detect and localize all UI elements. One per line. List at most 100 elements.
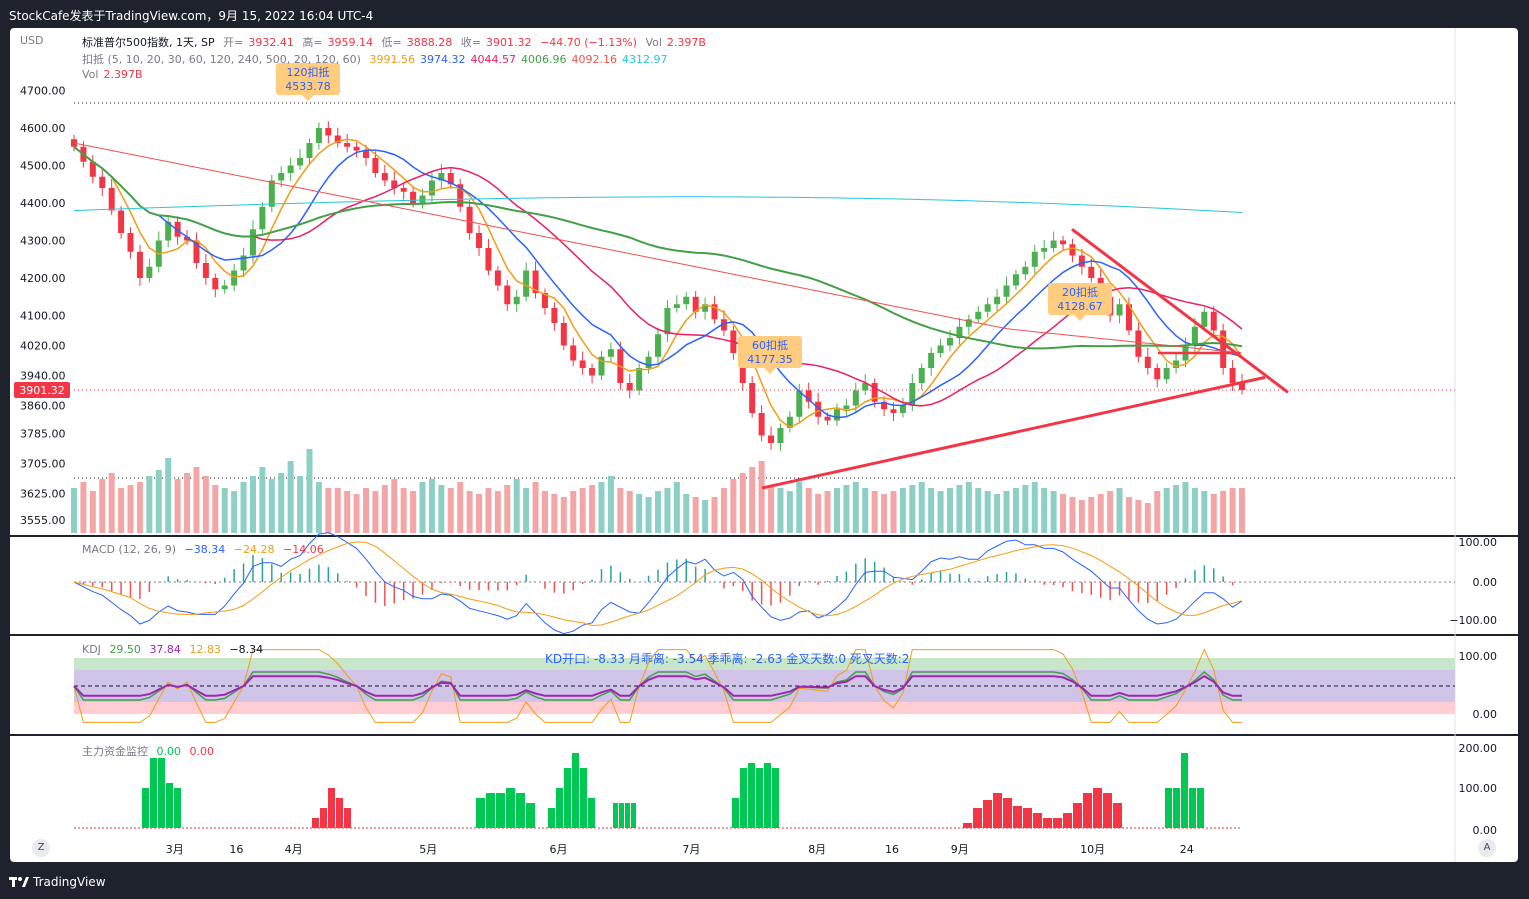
candle-body bbox=[306, 143, 313, 158]
volume-bar bbox=[1012, 488, 1019, 533]
kdj-legend: KDJ 29.50 37.84 12.83 −8.34 bbox=[82, 643, 264, 656]
price-tick-5: 4200.00 bbox=[20, 272, 66, 285]
candle-body bbox=[833, 409, 840, 421]
candle-body bbox=[287, 165, 294, 173]
chart-frame[interactable]: 4700.00 4600.00 4500.00 4400.00 4300.00 4200.… bbox=[10, 28, 1518, 862]
capital-bar bbox=[344, 808, 351, 828]
volume-bar bbox=[523, 488, 530, 533]
candle-body bbox=[551, 308, 558, 323]
candle-body bbox=[796, 390, 803, 417]
chart-canvas[interactable]: 4700.00 4600.00 4500.00 4400.00 4300.00 4200.… bbox=[10, 28, 1518, 862]
volume-bar bbox=[918, 482, 925, 533]
capital-bar bbox=[564, 768, 571, 828]
candle-body bbox=[504, 285, 511, 305]
candle-body bbox=[174, 221, 181, 237]
capital-bar bbox=[1113, 803, 1122, 828]
candle-body bbox=[994, 296, 1001, 305]
volume-bar bbox=[749, 467, 756, 533]
candle-body bbox=[1078, 255, 1085, 267]
price-tick-6: 4100.00 bbox=[20, 310, 66, 323]
candle-body bbox=[447, 173, 454, 185]
volume-bar bbox=[833, 488, 840, 533]
volume-bar bbox=[494, 491, 501, 533]
candle-body bbox=[1239, 383, 1245, 391]
volume-bar bbox=[739, 473, 746, 533]
volume-bar bbox=[1060, 494, 1067, 533]
volume-bar bbox=[193, 467, 200, 533]
candle-body bbox=[136, 251, 143, 278]
volume-bar bbox=[419, 482, 426, 533]
volume-bar bbox=[560, 497, 567, 533]
volume-bar bbox=[683, 494, 690, 533]
candle-body bbox=[1050, 240, 1057, 248]
volume-bar bbox=[909, 485, 916, 533]
candle-body bbox=[749, 383, 756, 413]
candle-body bbox=[655, 334, 661, 357]
capital-tick-0: 200.00 bbox=[1459, 742, 1498, 755]
price-tick-2: 4500.00 bbox=[20, 160, 66, 173]
volume-bar bbox=[824, 491, 831, 533]
candle-body bbox=[589, 368, 596, 376]
top-bar: StockCafe发表于TradingView.com，9月 15, 2022 … bbox=[0, 0, 1529, 28]
capital-bar bbox=[580, 768, 587, 828]
ma-value-1: 3974.32 bbox=[419, 53, 466, 66]
candle-body bbox=[513, 296, 520, 305]
candle-body bbox=[805, 390, 812, 402]
candle-body bbox=[1191, 326, 1198, 346]
volume-bar bbox=[428, 479, 435, 533]
candle-body bbox=[947, 338, 953, 346]
ma-value-0: 3991.56 bbox=[369, 53, 415, 66]
capital-legend: 主力资金监控 0.00 0.00 bbox=[82, 745, 214, 758]
volume-bar bbox=[1022, 485, 1029, 533]
price-tick-4: 4300.00 bbox=[20, 235, 66, 248]
capital-bar bbox=[174, 788, 181, 828]
candle-body bbox=[626, 383, 633, 391]
capital-bar bbox=[1093, 788, 1102, 828]
candle-body bbox=[428, 180, 435, 196]
volume-bar bbox=[438, 485, 445, 533]
candle-body bbox=[579, 360, 586, 368]
volume-bar bbox=[249, 476, 256, 533]
volume-bar bbox=[306, 449, 313, 533]
capital-bar bbox=[548, 808, 555, 828]
volume-bar bbox=[184, 473, 191, 533]
time-tick-1: 16 bbox=[229, 843, 243, 856]
capital-bar bbox=[328, 788, 335, 828]
vol-legend: Vol 2.397B bbox=[82, 68, 143, 81]
capital-bar bbox=[1103, 793, 1112, 828]
candle-body bbox=[541, 293, 548, 308]
volume-bar bbox=[937, 491, 944, 533]
candle-body bbox=[89, 161, 96, 177]
candle-body bbox=[410, 191, 417, 203]
volume-bar bbox=[1191, 488, 1198, 533]
capital-bar bbox=[1197, 788, 1204, 828]
volume-bar bbox=[965, 482, 972, 533]
volume-bar bbox=[344, 491, 351, 533]
candle-body bbox=[99, 176, 106, 188]
candle-body bbox=[1173, 360, 1180, 368]
auto-scale-button[interactable]: A bbox=[1478, 839, 1496, 857]
candle-body bbox=[165, 221, 172, 241]
ma-line-5 bbox=[73, 138, 1243, 429]
candle-body bbox=[485, 248, 492, 271]
volume-bar bbox=[947, 488, 953, 533]
candle-body bbox=[240, 255, 247, 271]
volume-bar bbox=[165, 458, 172, 533]
candle-body bbox=[711, 304, 718, 320]
volume-bar bbox=[692, 497, 699, 533]
volume-bar bbox=[108, 473, 115, 533]
candle-body bbox=[645, 356, 652, 368]
capital-bar bbox=[158, 758, 165, 828]
capital-bar bbox=[312, 818, 319, 828]
candle-body bbox=[532, 270, 539, 293]
brand-name: TradingView bbox=[33, 875, 106, 889]
ma-value-3: 4006.96 bbox=[520, 53, 567, 66]
volume-bar bbox=[777, 488, 784, 533]
zoom-z-button[interactable]: Z bbox=[32, 839, 50, 857]
candle-body bbox=[862, 383, 869, 391]
time-tick-7: 16 bbox=[885, 843, 899, 856]
high-value: 高= 3959.14 bbox=[302, 36, 374, 49]
capital-bar bbox=[1023, 808, 1032, 828]
candle-body bbox=[400, 188, 407, 192]
volume-bar bbox=[391, 479, 398, 533]
